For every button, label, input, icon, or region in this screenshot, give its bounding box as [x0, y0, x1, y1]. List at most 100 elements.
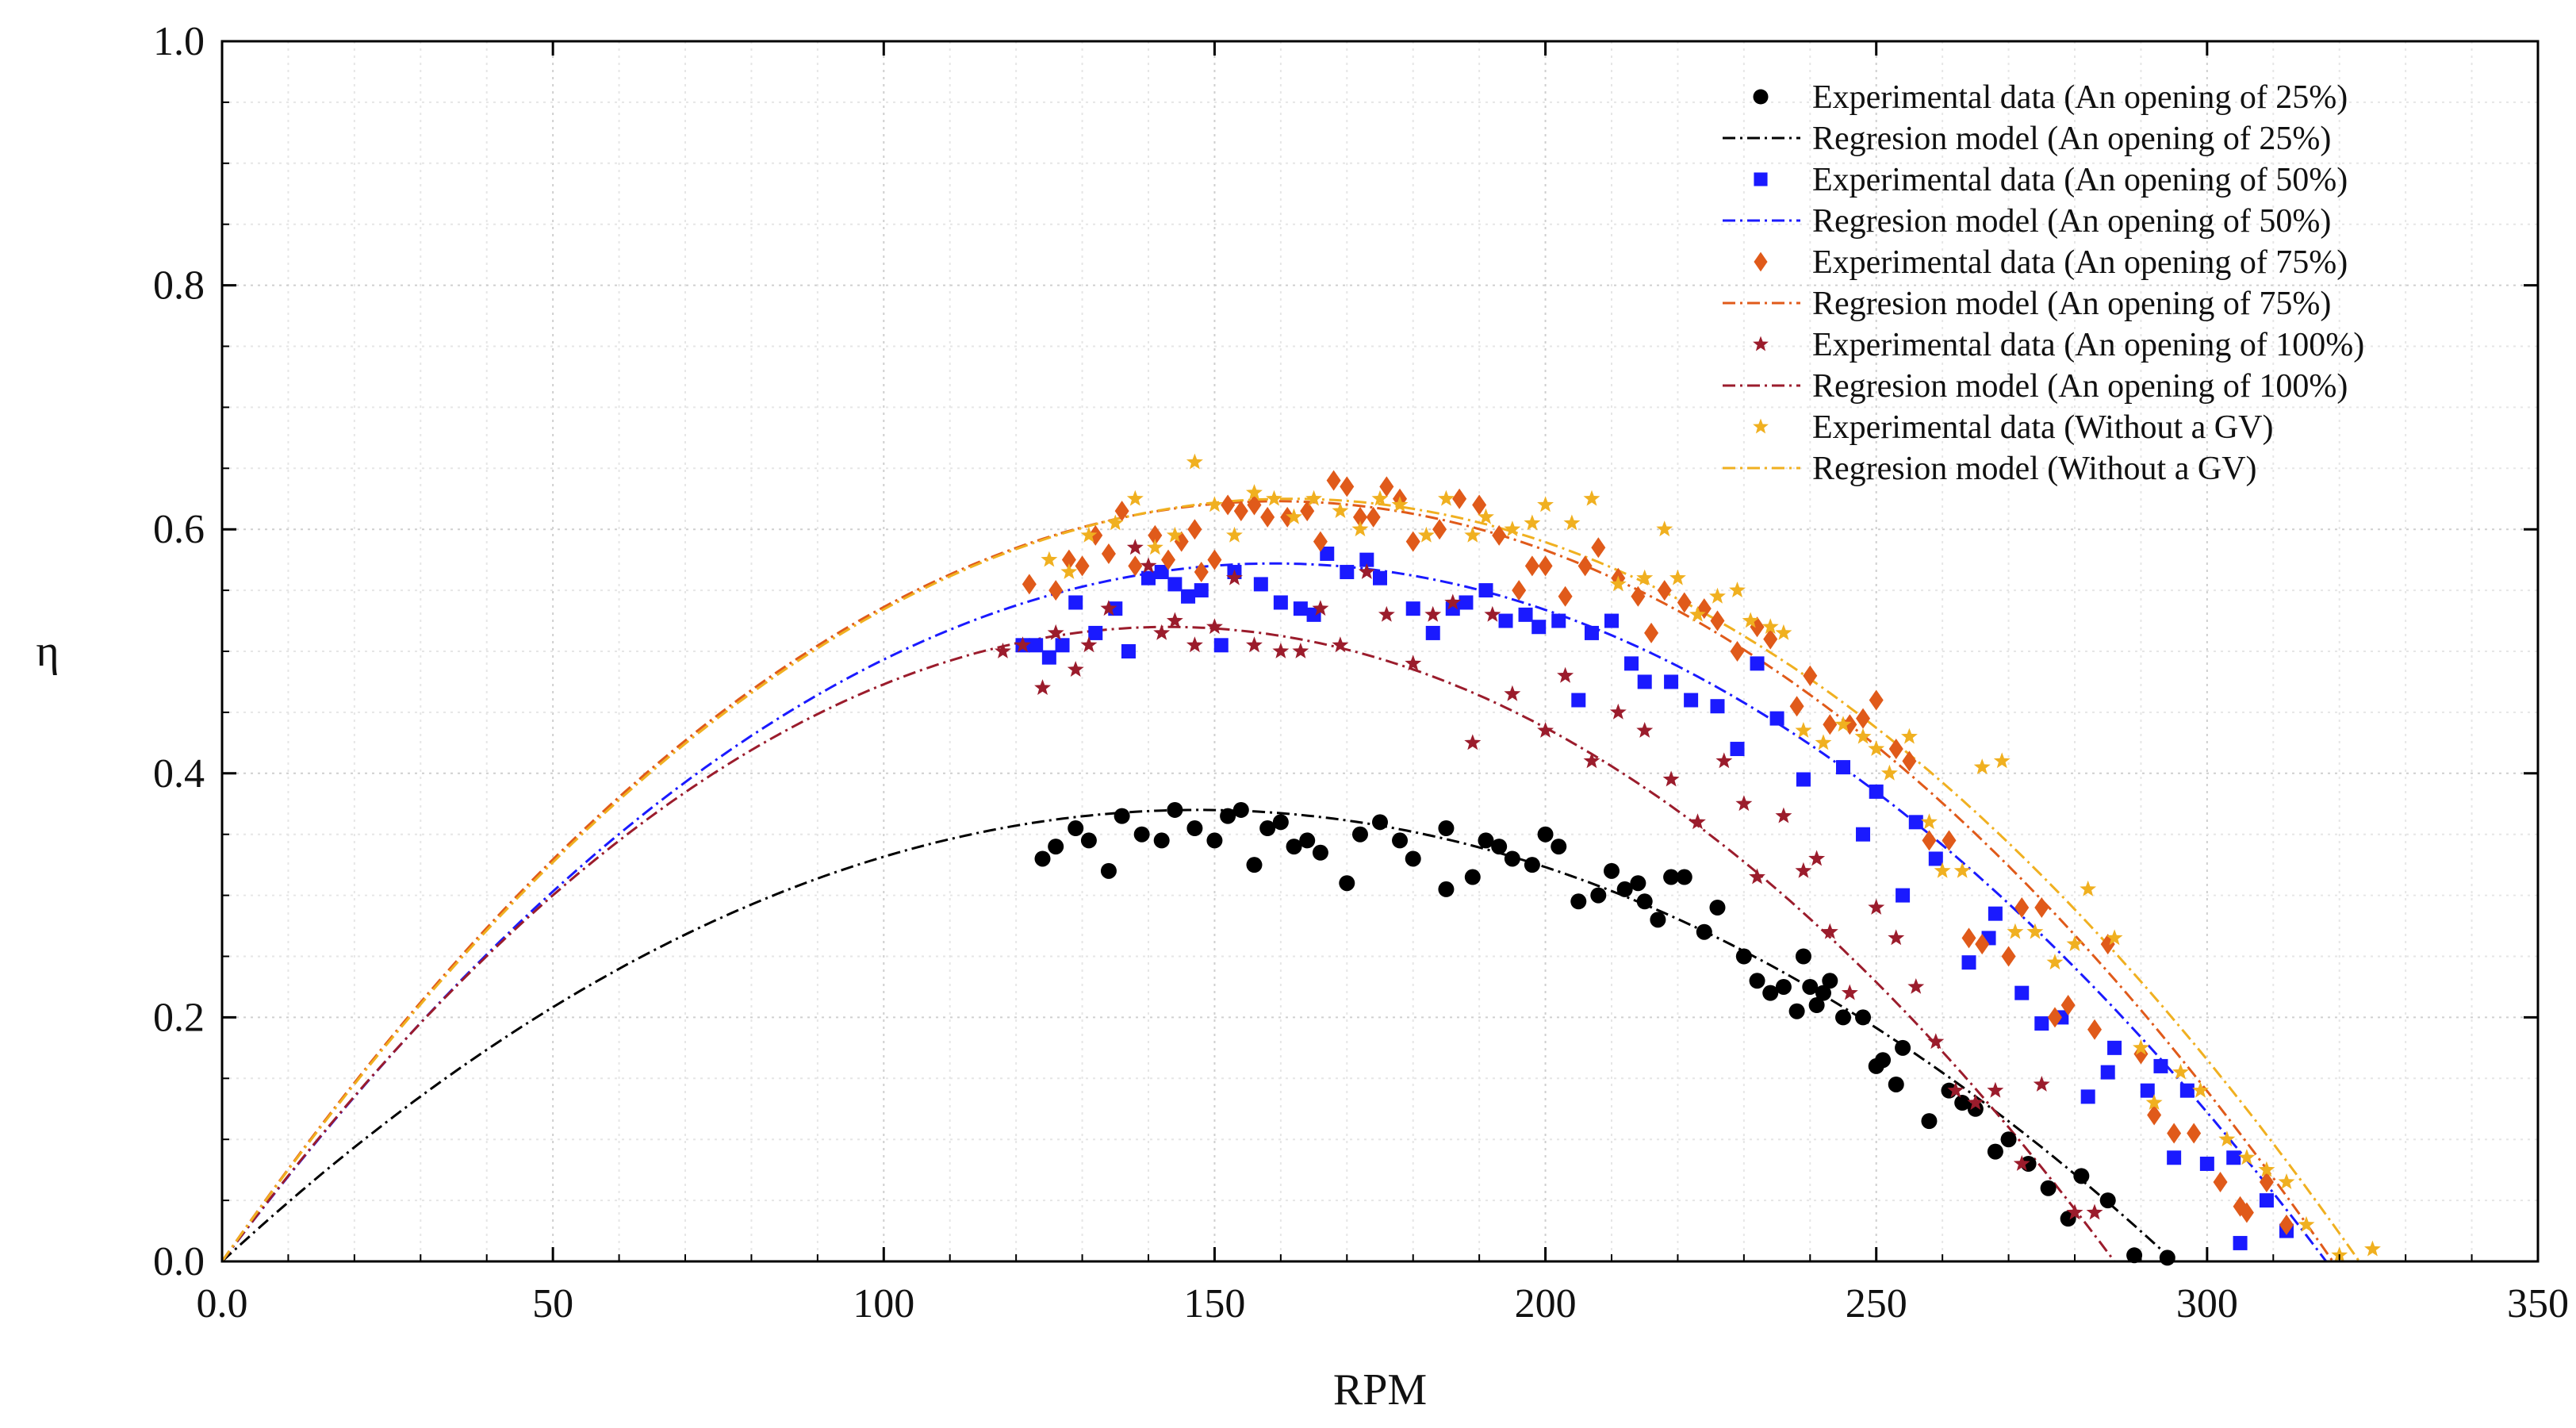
data-point — [2259, 1193, 2274, 1208]
data-point — [1068, 595, 1083, 610]
data-point — [1902, 750, 1917, 772]
data-point — [1106, 514, 1124, 531]
data-point — [1636, 722, 1654, 738]
data-point — [995, 643, 1011, 658]
data-point — [1735, 948, 1752, 965]
data-point — [1340, 476, 1355, 497]
data-point — [1524, 857, 1540, 873]
data-point — [1537, 722, 1554, 738]
data-point — [1868, 740, 1885, 756]
data-point — [1371, 489, 1389, 506]
regression-line — [220, 562, 2328, 1262]
data-point — [1014, 636, 1031, 653]
data-point — [1975, 934, 1990, 955]
data-point — [1775, 978, 1792, 995]
data-point — [1967, 1094, 1984, 1110]
data-point — [1729, 582, 1746, 597]
data-point — [1689, 813, 1706, 830]
legend-entry: Regresion model (An opening of 25%) — [1812, 121, 2331, 157]
data-point — [2034, 896, 2049, 918]
data-point — [1260, 506, 1275, 528]
data-point — [2133, 1038, 2149, 1055]
data-point — [1753, 89, 1769, 105]
data-point — [1226, 526, 1243, 543]
data-point — [1604, 613, 1619, 628]
data-point — [1696, 923, 1712, 940]
data-point — [1444, 593, 1462, 610]
data-point — [2066, 935, 2083, 951]
data-point — [2238, 1149, 2256, 1165]
data-point — [1246, 484, 1263, 500]
data-point — [1047, 624, 1064, 640]
data-point — [1921, 813, 1938, 830]
data-point — [1583, 752, 1600, 769]
data-point — [1762, 985, 1779, 1001]
data-point — [2046, 954, 2064, 970]
data-point — [1221, 494, 1236, 516]
data-point — [2233, 1235, 2248, 1250]
data-point — [1041, 650, 1056, 665]
data-point — [1841, 984, 1858, 1000]
data-point — [1590, 887, 1607, 904]
data-point — [2066, 1203, 2083, 1220]
data-point — [2014, 896, 2030, 918]
data-point — [1901, 727, 1918, 744]
data-point — [1754, 251, 1768, 272]
data-point — [1121, 644, 1136, 658]
data-point — [1504, 520, 1521, 537]
data-point — [1888, 1076, 1904, 1092]
data-point — [1206, 832, 1223, 849]
data-point — [1577, 555, 1593, 577]
y-tick-label: 1.0 — [153, 19, 205, 64]
data-point — [1246, 857, 1263, 873]
data-point — [1987, 1143, 2003, 1160]
data-point — [1709, 899, 1726, 916]
data-point — [2259, 1172, 2274, 1193]
data-point — [1166, 526, 1183, 543]
y-tick-label: 0.4 — [153, 751, 205, 797]
data-point — [1609, 703, 1627, 720]
data-point — [1967, 1100, 1984, 1117]
data-point — [1153, 832, 1170, 849]
data-point — [2192, 1081, 2209, 1098]
data-point — [1908, 815, 1923, 830]
x-tick-label: 300 — [2176, 1281, 2238, 1326]
data-point — [2258, 1161, 2275, 1177]
data-point — [1272, 814, 1289, 831]
data-point — [1973, 758, 1991, 774]
data-point — [1961, 927, 1976, 949]
data-point — [1153, 624, 1171, 640]
data-point — [1664, 674, 1679, 689]
data-point — [1405, 601, 1420, 616]
data-point — [1146, 539, 1163, 555]
data-point — [1438, 489, 1455, 506]
data-point — [1088, 625, 1103, 640]
data-point — [1366, 506, 1381, 528]
data-point — [1815, 985, 1831, 1001]
data-point — [1753, 336, 1769, 351]
y-tick-label: 0.2 — [153, 995, 205, 1040]
data-point — [1312, 600, 1329, 616]
data-point — [1888, 929, 1905, 946]
data-point — [1253, 577, 1268, 592]
data-point — [2107, 1040, 2122, 1055]
data-point — [1438, 820, 1455, 837]
data-point — [1834, 716, 1852, 732]
data-point — [1273, 595, 1288, 610]
data-point — [1880, 764, 1898, 781]
data-point — [1753, 418, 1769, 434]
data-point — [1662, 770, 1680, 787]
data-point — [1351, 520, 1369, 537]
data-point — [2199, 1156, 2214, 1171]
data-point — [1631, 585, 1646, 607]
data-point — [1604, 862, 1620, 879]
data-point — [1041, 551, 1058, 567]
data-point — [1154, 565, 1169, 580]
data-point — [1320, 546, 1335, 561]
data-point — [2106, 929, 2123, 946]
data-point — [2001, 946, 2016, 967]
data-point — [1763, 628, 1778, 650]
data-point — [1359, 552, 1374, 567]
